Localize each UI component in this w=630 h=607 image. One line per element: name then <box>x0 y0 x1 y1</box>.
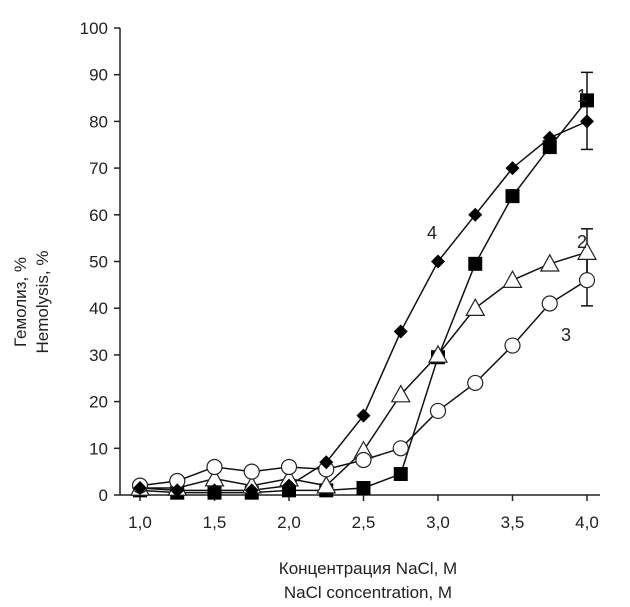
x-tick-label: 1,0 <box>128 513 152 532</box>
data-point-4 <box>431 254 445 269</box>
data-point-4 <box>542 130 557 145</box>
x-tick-label: 3,0 <box>426 513 450 532</box>
data-point-2 <box>316 475 337 494</box>
series-label-1: 1 <box>577 86 587 106</box>
data-point-3 <box>392 440 409 457</box>
x-tick-label: 2,0 <box>277 513 301 532</box>
data-point-3 <box>206 458 223 476</box>
data-point-3 <box>429 402 447 420</box>
series-lines <box>139 99 588 494</box>
data-point-2 <box>465 297 486 316</box>
data-point-1 <box>356 480 371 495</box>
data-point-4 <box>319 455 334 470</box>
series-markers <box>129 93 598 500</box>
data-point-3 <box>243 463 260 480</box>
data-point-3 <box>578 272 596 289</box>
axes: 0 10 20 30 40 50 60 70 80 90 100 1,0 1,5 2,0 2,5 3,0 3,5… <box>80 19 600 532</box>
series-label-4: 4 <box>427 223 437 243</box>
data-point-2 <box>390 384 411 403</box>
y-tick-label: 50 <box>89 253 108 272</box>
data-point-4 <box>207 483 222 498</box>
data-point-2 <box>576 241 598 260</box>
y-tick-label: 10 <box>89 439 108 458</box>
data-point-4 <box>580 114 594 129</box>
y-tick-label: 40 <box>89 299 108 318</box>
series-label-2: 2 <box>577 232 587 252</box>
y-tick-label: 60 <box>89 206 108 225</box>
data-point-3 <box>355 451 372 469</box>
data-point-1 <box>580 93 594 108</box>
data-point-4 <box>282 478 296 493</box>
data-point-1 <box>393 466 408 481</box>
x-axis-label-line-2: NaCl concentration, M <box>284 583 452 602</box>
x-tick-label: 4,0 <box>575 513 599 532</box>
x-tick-label: 1,5 <box>203 513 227 532</box>
data-point-3 <box>504 337 521 354</box>
data-point-3 <box>541 295 558 312</box>
data-point-1 <box>468 256 483 271</box>
x-axis-label-line-1: Концентрация NaCl, M <box>279 559 457 578</box>
x-tick-label: 2,5 <box>352 513 376 532</box>
y-axis-label-line-1: Гемолиз, % <box>11 257 30 347</box>
data-point-4 <box>468 207 483 222</box>
data-point-4 <box>244 483 259 498</box>
data-point-4 <box>170 483 185 498</box>
y-tick-label: 90 <box>89 66 108 85</box>
data-point-4 <box>393 324 408 339</box>
data-point-1 <box>505 189 520 204</box>
series-line-1 <box>139 99 588 494</box>
data-point-2 <box>502 269 523 288</box>
y-axis-label-line-2: Hemolysis, % <box>33 251 52 354</box>
data-point-4 <box>356 408 371 423</box>
y-tick-label: 30 <box>89 346 108 365</box>
y-tick-label: 0 <box>99 486 108 505</box>
data-point-3 <box>280 458 298 476</box>
data-point-1 <box>542 140 557 155</box>
data-point-2 <box>539 253 560 272</box>
x-tick-label: 3,5 <box>501 513 525 532</box>
data-point-4 <box>505 161 520 176</box>
data-point-3 <box>467 374 484 392</box>
y-tick-label: 20 <box>89 393 108 412</box>
y-tick-label: 80 <box>89 112 108 131</box>
data-point-2 <box>427 344 449 363</box>
error-bars <box>581 71 593 307</box>
series-label-3: 3 <box>561 325 571 345</box>
series-labels: 1 2 3 4 <box>427 86 587 345</box>
series-line-4 <box>139 120 588 492</box>
data-point-4 <box>133 480 147 495</box>
y-tick-label: 100 <box>80 19 108 38</box>
y-tick-label: 70 <box>89 159 108 178</box>
